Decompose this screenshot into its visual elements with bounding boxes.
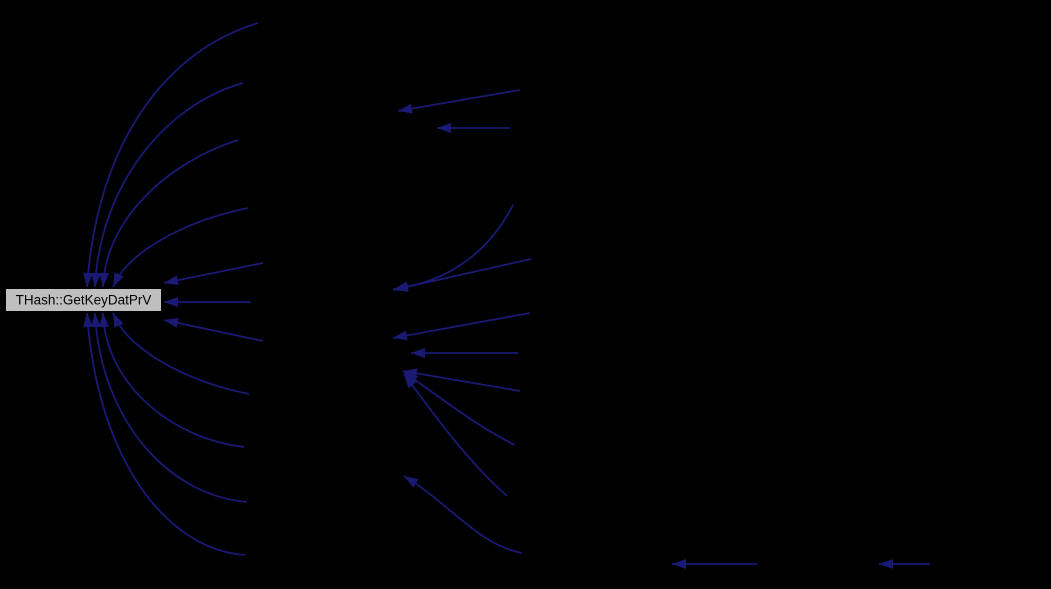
call-edge [94, 312, 248, 503]
call-edge [163, 319, 264, 342]
call-edge [112, 207, 249, 288]
call-edge [402, 370, 521, 392]
arrowhead-icon [83, 272, 94, 287]
arrowhead-icon [113, 272, 124, 287]
call-edge [392, 312, 531, 339]
call-edge [86, 312, 246, 556]
arrowhead-icon [672, 559, 686, 569]
bottom-right-edges-group [672, 559, 930, 569]
arrowhead-icon [404, 374, 417, 389]
arrowhead-icon [404, 476, 419, 488]
incoming-edges-bottom-group [83, 312, 264, 556]
call-edge [403, 373, 508, 497]
arrowhead-icon [393, 282, 408, 292]
call-edge [403, 475, 523, 554]
call-edge [94, 82, 244, 288]
arrowhead-icon [879, 559, 893, 569]
call-edge [163, 262, 264, 284]
call-edge [403, 371, 516, 446]
arrowhead-icon [437, 123, 451, 133]
call-edge [112, 312, 250, 395]
arrowhead-icon [164, 275, 179, 286]
arrowhead-icon [90, 313, 101, 328]
incoming-edges-right-group [164, 297, 251, 307]
middle-edges-group [392, 89, 532, 554]
arrowhead-icon [99, 272, 110, 287]
function-node-label: THash::GetKeyDatPrV [16, 293, 152, 308]
call-edge [86, 22, 259, 288]
call-edge [102, 139, 239, 288]
call-edge [397, 89, 521, 112]
arrowhead-icon [164, 318, 179, 328]
incoming-edges-top-group [83, 22, 264, 288]
arrowhead-icon [99, 313, 110, 328]
arrowhead-icon [398, 103, 413, 114]
function-node-box [5, 288, 162, 312]
arrowhead-icon [83, 313, 94, 328]
arrowhead-icon [404, 372, 419, 385]
arrowhead-icon [164, 297, 178, 307]
arrowhead-icon [393, 330, 408, 341]
arrowhead-icon [90, 272, 101, 287]
arrowhead-icon [113, 313, 124, 328]
call-edge [392, 258, 532, 291]
arrowhead-icon [411, 348, 425, 358]
call-edge [102, 312, 245, 448]
function-node: THash::GetKeyDatPrV [5, 288, 162, 312]
